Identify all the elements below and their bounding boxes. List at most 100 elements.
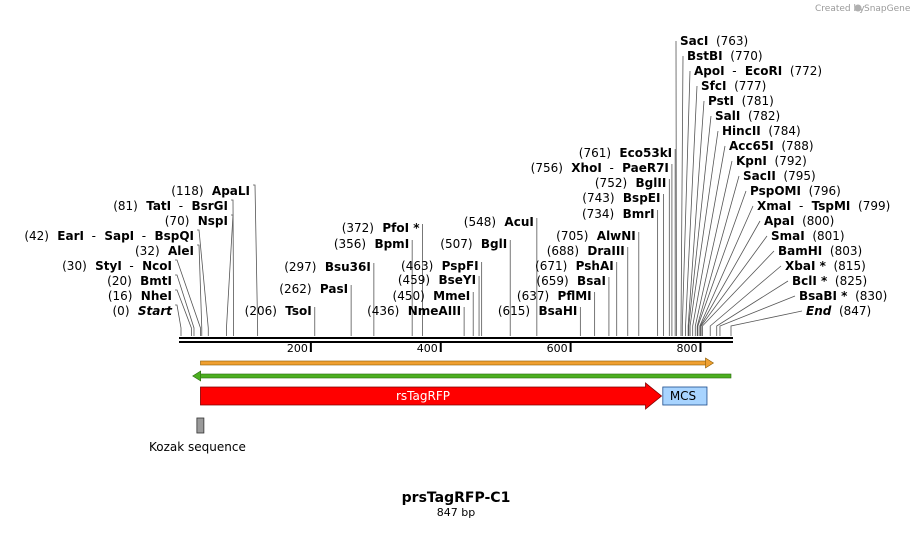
site-label-psti[interactable]: PstI (781): [708, 94, 774, 108]
site-label-styi-ncoi[interactable]: (30) StyI - NcoI: [62, 259, 172, 273]
site-label-pspfi[interactable]: (463) PspFI: [401, 259, 479, 273]
ruler-tick-label: 600: [547, 342, 568, 355]
site-label-tati-bsrgi[interactable]: (81) TatI - BsrGI: [113, 199, 228, 213]
site-label-bcli[interactable]: BclI * (825): [792, 274, 867, 288]
site-label-part: -: [84, 229, 96, 243]
site-leader-line: [731, 311, 802, 336]
site-label-bsabi[interactable]: BsaBI * (830): [799, 289, 887, 303]
site-label-part: (372): [342, 221, 374, 235]
site-label-part: NheI: [132, 289, 172, 303]
site-label-bsu36i[interactable]: (297) Bsu36I: [284, 260, 371, 274]
site-label-xhoi-paer7i[interactable]: (756) XhoI - PaeR7I: [531, 161, 669, 175]
site-label-eari-sapi-bspqi[interactable]: (42) EarI - SapI - BspQI: [24, 229, 194, 243]
site-label-sali[interactable]: SalI (782): [715, 109, 780, 123]
credit-brand: SnapGene: [864, 4, 911, 14]
site-label-start[interactable]: (0) Start: [113, 304, 174, 318]
site-label-end[interactable]: End (847): [806, 304, 871, 318]
site-label-part: BsaHI: [530, 304, 577, 318]
site-leader-line: [689, 116, 711, 336]
site-label-pspomi[interactable]: PspOMI (796): [750, 184, 841, 198]
site-label-saci[interactable]: SacI (763): [680, 34, 748, 48]
site-label-bsahi[interactable]: (615) BsaHI: [498, 304, 578, 318]
site-label-hincii[interactable]: HincII (784): [722, 124, 801, 138]
site-label-nspi[interactable]: (70) NspI: [165, 214, 228, 228]
site-label-bstbi[interactable]: BstBI (770): [687, 49, 763, 63]
site-label-part: (81): [113, 199, 138, 213]
site-label-bglii[interactable]: (752) BglII: [595, 176, 666, 190]
site-label-pshai[interactable]: (671) PshAI: [535, 259, 614, 273]
site-label-part: PaeR7I: [614, 161, 669, 175]
site-label-tsoi[interactable]: (206) TsoI: [245, 304, 312, 318]
ruler-tick-label: 400: [417, 342, 438, 355]
feature-kozak[interactable]: [197, 418, 204, 433]
site-label-bsai[interactable]: (659) BsaI: [536, 274, 606, 288]
site-label-draiii[interactable]: (688) DraIII: [547, 244, 625, 258]
site-label-part: (761): [579, 146, 611, 160]
site-label-xbai[interactable]: XbaI * (815): [785, 259, 866, 273]
plasmid-name: prsTagRFP-C1: [402, 490, 511, 506]
site-label-bpmi[interactable]: (356) BpmI: [334, 237, 409, 251]
site-label-part: (803): [822, 244, 862, 258]
site-label-part: (507): [440, 237, 472, 251]
site-label-part: TatI: [138, 199, 171, 213]
primer-forward[interactable]: [200, 361, 707, 365]
feature-rstagrfp-label: rsTagRFP: [396, 389, 450, 403]
site-leader-line: [717, 281, 788, 336]
site-label-acui[interactable]: (548) AcuI: [464, 215, 534, 229]
site-label-pasi[interactable]: (262) PasI: [279, 282, 348, 296]
site-label-part: (671): [535, 259, 567, 273]
site-label-part: XmaI: [757, 199, 791, 213]
site-label-part: (70): [165, 214, 190, 228]
site-label-part: Start: [130, 304, 174, 318]
site-label-part: MmeI: [425, 289, 470, 303]
site-label-part: SfcI: [701, 79, 726, 93]
site-leader-line: [697, 176, 739, 336]
site-label-apoi-ecori[interactable]: ApoI - EcoRI (772): [694, 64, 822, 78]
site-label-part: NspI: [189, 214, 228, 228]
site-label-part: (782): [740, 109, 780, 123]
site-label-part: BsaBI *: [799, 289, 848, 303]
site-label-nmeaiii[interactable]: (436) NmeAIII: [367, 304, 461, 318]
site-leader-line: [175, 305, 181, 336]
site-label-part: (459): [398, 273, 430, 287]
site-label-part: SalI: [715, 109, 740, 123]
site-label-bmti[interactable]: (20) BmtI: [107, 274, 172, 288]
site-label-alwni[interactable]: (705) AlwNI: [556, 229, 636, 243]
site-label-part: (781): [734, 94, 774, 108]
site-label-part: NcoI: [134, 259, 172, 273]
site-label-bspei[interactable]: (743) BspEI: [582, 191, 660, 205]
site-label-part: PshAI: [567, 259, 613, 273]
site-label-part: BclI *: [792, 274, 828, 288]
site-label-part: (615): [498, 304, 530, 318]
site-label-apai[interactable]: ApaI (800): [764, 214, 834, 228]
site-label-mmei[interactable]: (450) MmeI: [393, 289, 471, 303]
site-label-nhei[interactable]: (16) NheI: [108, 289, 172, 303]
site-label-acc65i[interactable]: Acc65I (788): [729, 139, 814, 153]
site-label-xmai-tspmi[interactable]: XmaI - TspMI (799): [757, 199, 890, 213]
site-label-pflmi[interactable]: (637) PflMI: [517, 289, 592, 303]
site-leader-line: [197, 245, 202, 336]
primer-reverse[interactable]: [199, 374, 731, 378]
site-label-eco53ki[interactable]: (761) Eco53kI: [579, 146, 672, 160]
site-label-alei[interactable]: (32) AleI: [135, 244, 194, 258]
site-label-bmri[interactable]: (734) BmrI: [582, 207, 655, 221]
plasmid-length: 847 bp: [437, 506, 475, 519]
site-label-bgli[interactable]: (507) BglI: [440, 237, 507, 251]
site-label-bseyi[interactable]: (459) BseYI: [398, 273, 476, 287]
site-label-sacii[interactable]: SacII (795): [743, 169, 816, 183]
site-label-part: (436): [367, 304, 399, 318]
site-label-part: AlwNI: [588, 229, 635, 243]
site-label-part: BglI: [473, 237, 508, 251]
snapgene-logo-icon: [855, 5, 862, 12]
site-label-kpni[interactable]: KpnI (792): [736, 154, 807, 168]
site-label-part: AcuI: [496, 215, 534, 229]
site-label-part: XhoI: [563, 161, 602, 175]
site-label-smai[interactable]: SmaI (801): [771, 229, 845, 243]
site-label-apali[interactable]: (118) ApaLI: [171, 184, 250, 198]
site-label-part: ApaI: [764, 214, 794, 228]
site-label-pfoi[interactable]: (372) PfoI *: [342, 221, 421, 235]
site-label-sfci[interactable]: SfcI (777): [701, 79, 766, 93]
site-label-part: SacI: [680, 34, 708, 48]
site-label-bamhi[interactable]: BamHI (803): [778, 244, 862, 258]
site-label-part: -: [171, 199, 183, 213]
